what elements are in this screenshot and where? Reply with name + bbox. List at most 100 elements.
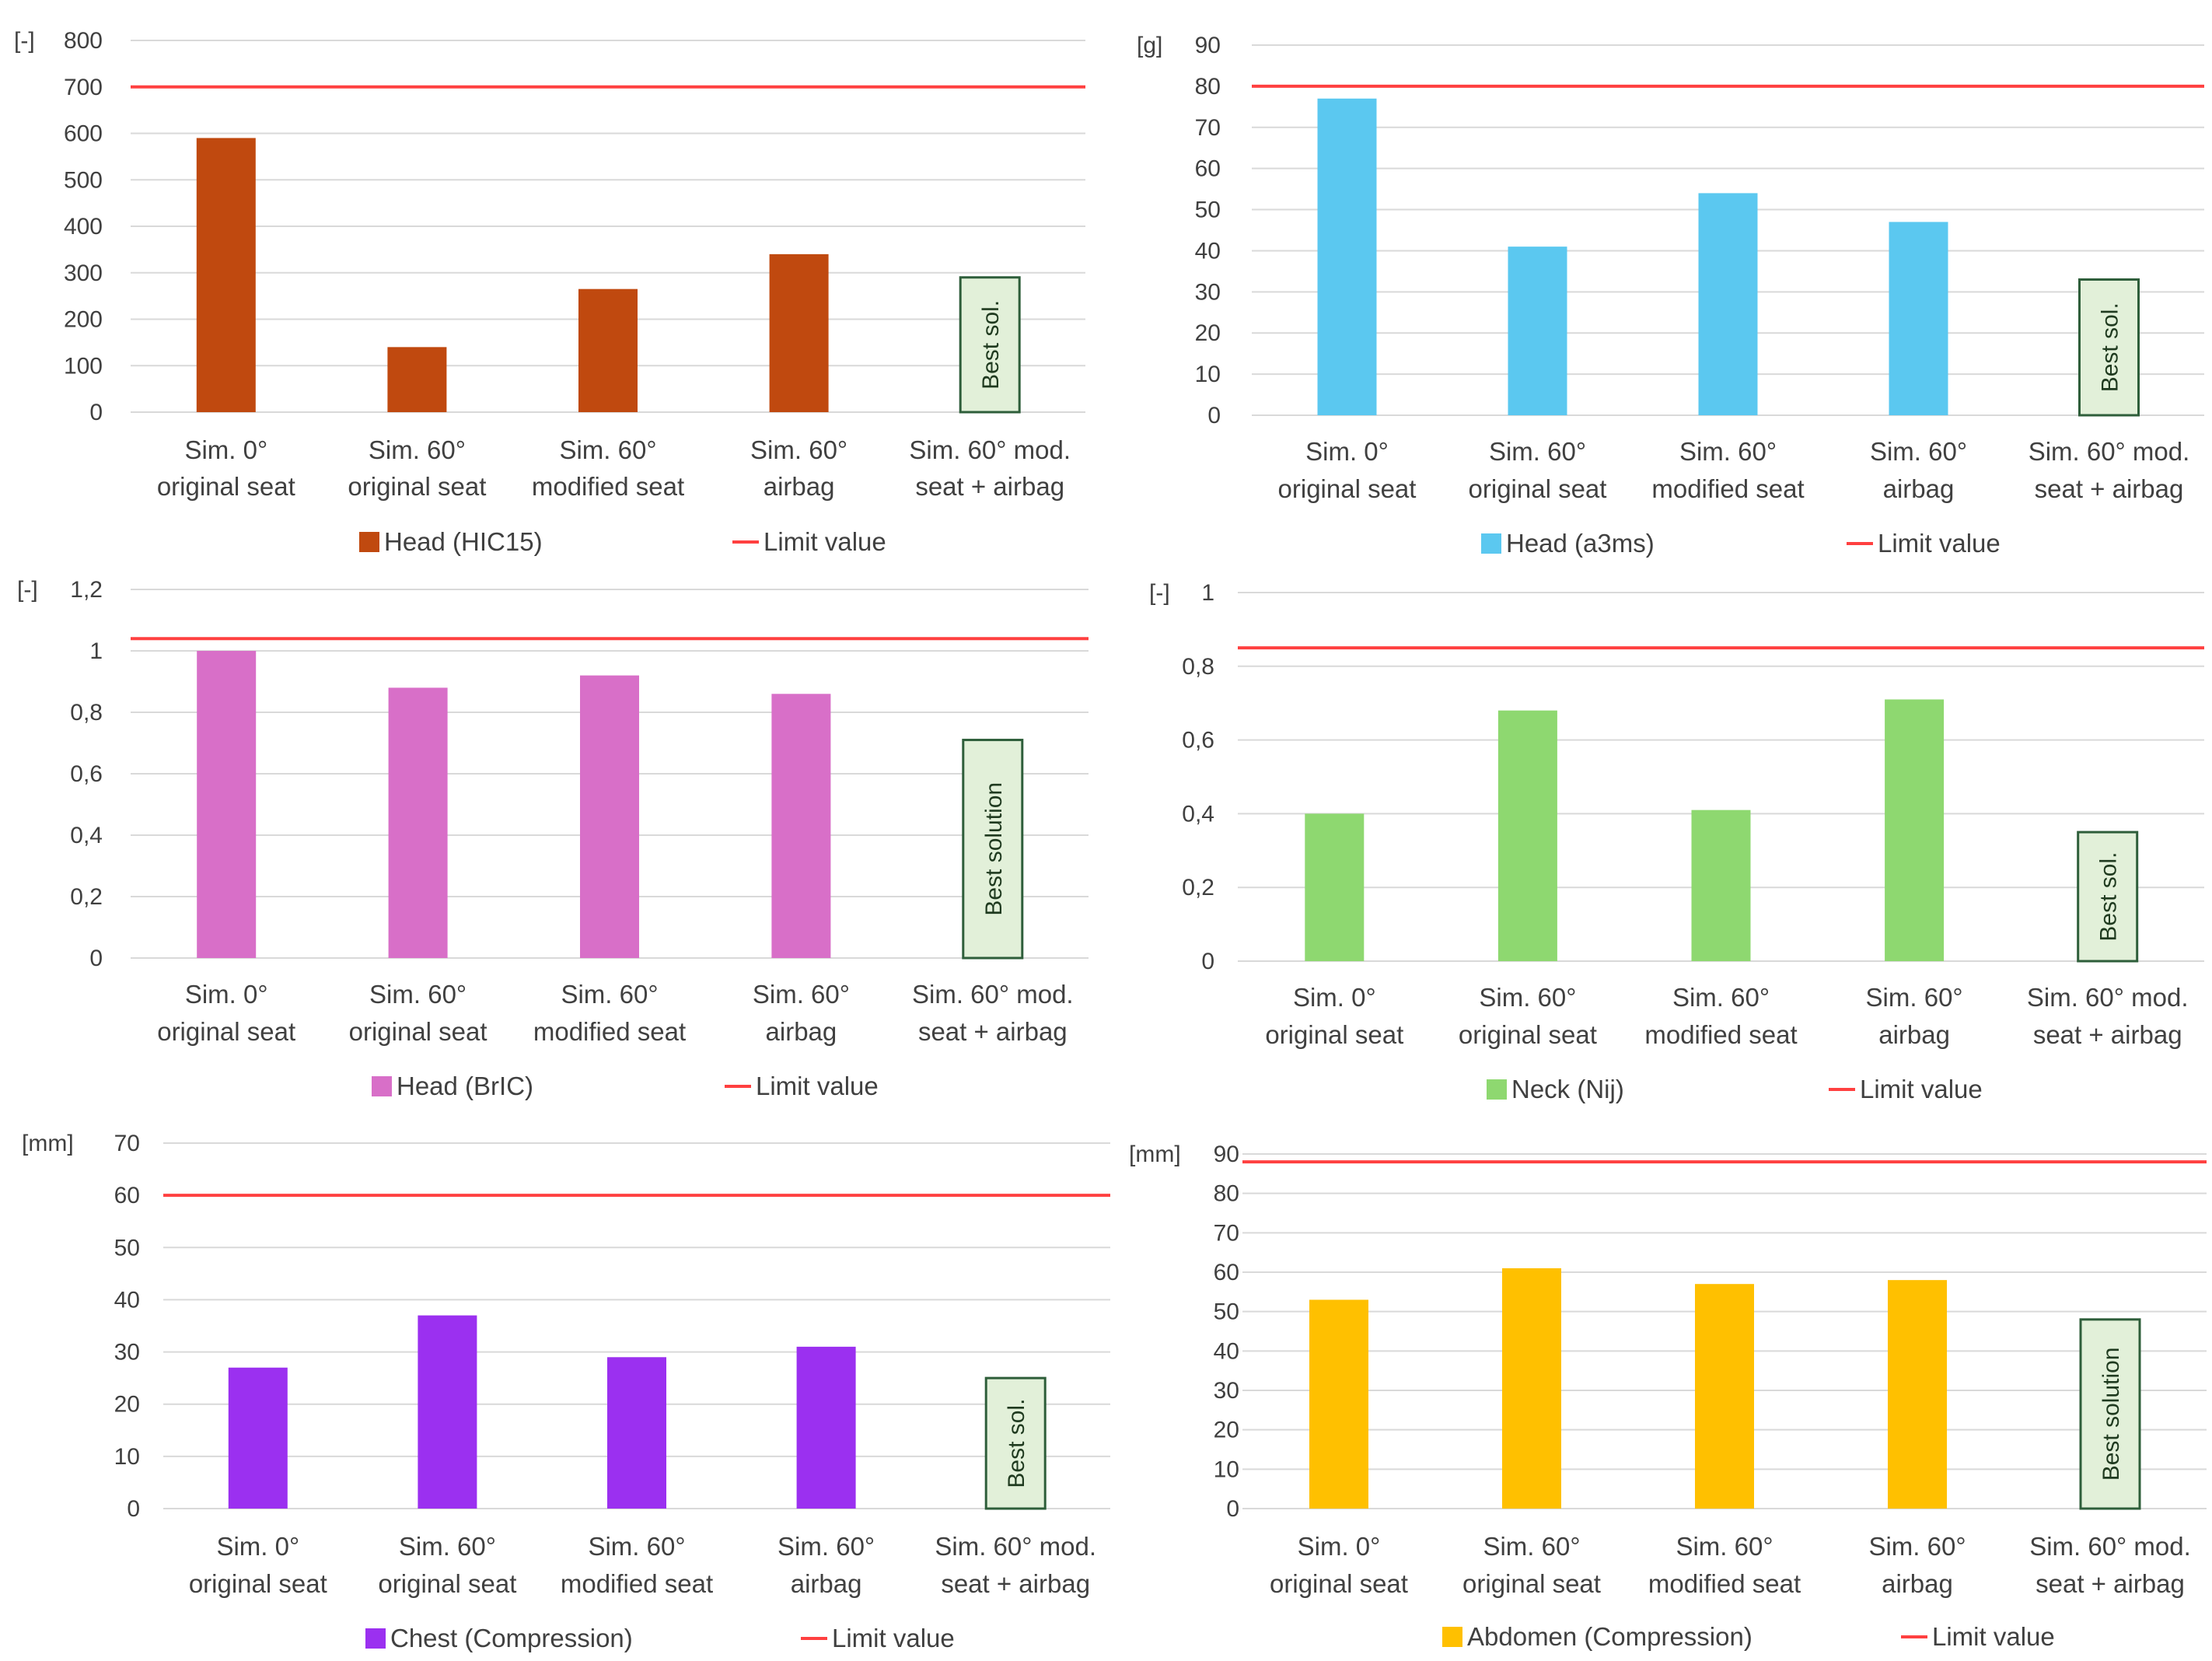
chart-5-y-tick-label: 10 bbox=[114, 1444, 140, 1470]
chart-1-legend-series-swatch bbox=[359, 532, 379, 552]
chart-4-y-tick-label: 0,6 bbox=[1182, 728, 1214, 754]
chart-2-y-tick-label: 90 bbox=[1195, 33, 1221, 58]
chart-5-y-tick-label: 40 bbox=[114, 1287, 140, 1313]
chart-3-bar-3 bbox=[580, 675, 639, 958]
chart-3-y-tick-label: 1,2 bbox=[70, 577, 103, 603]
chart-3-bar-1 bbox=[197, 651, 257, 958]
chart-1-legend-limit-label: Limit value bbox=[764, 527, 886, 556]
chart-1-category-label-line2: seat + airbag bbox=[915, 472, 1064, 501]
chart-2-bar-1 bbox=[1317, 98, 1377, 415]
chart-6-category-label-line1: Sim. 60° bbox=[1868, 1532, 1966, 1561]
chart-2-legend-series-swatch bbox=[1481, 533, 1501, 554]
chart-6-y-tick-label: 50 bbox=[1214, 1299, 1239, 1325]
chart-1-y-tick-label: 700 bbox=[64, 75, 103, 100]
chart-5-category-label-line2: airbag bbox=[791, 1569, 862, 1598]
chart-2-y-tick-label: 0 bbox=[1207, 403, 1221, 428]
chart-4-bar-4 bbox=[1885, 699, 1945, 961]
chart-3-unit-label: [-] bbox=[17, 577, 38, 603]
chart-2-category-label-line2: original seat bbox=[1278, 474, 1417, 503]
chart-4-best-solution-box bbox=[2077, 830, 2139, 963]
chart-4-category-label-line2: seat + airbag bbox=[2033, 1020, 2182, 1049]
chart-5-category-label-line2: original seat bbox=[189, 1569, 327, 1598]
chart-1-category-label-line2: original seat bbox=[348, 472, 486, 501]
chart-2-y-tick-label: 20 bbox=[1195, 320, 1221, 346]
chart-4-category-label-line1: Sim. 60° bbox=[1866, 983, 1963, 1012]
chart-4-y-tick-label: 0 bbox=[1201, 949, 1214, 974]
chart-3-category-label-line1: Sim. 60° bbox=[753, 980, 850, 1009]
chart-4-category-label-line1: Sim. 60° mod. bbox=[2027, 983, 2189, 1012]
chart-1-y-tick-label: 600 bbox=[64, 121, 103, 147]
chart-6-y-tick-label: 40 bbox=[1214, 1338, 1239, 1364]
chart-2-category-label-line1: Sim. 60° bbox=[1489, 437, 1586, 466]
chart-3-bar-2 bbox=[388, 687, 448, 958]
chart-2-best-solution-label: Best sol. bbox=[2098, 302, 2123, 392]
chart-5-bar-3 bbox=[607, 1357, 666, 1509]
chart-3-y-tick-label: 0,2 bbox=[70, 884, 103, 910]
chart-6-bar-4 bbox=[1888, 1280, 1947, 1509]
chart-2-best-solution-box bbox=[2078, 278, 2140, 417]
chart-5-category-label-line1: Sim. 60° mod. bbox=[935, 1532, 1096, 1561]
chart-1-unit-label: [-] bbox=[14, 28, 35, 54]
chart-5-category-label-line1: Sim. 0° bbox=[216, 1532, 299, 1561]
chart-4-legend-series-swatch bbox=[1487, 1079, 1507, 1100]
chart-3-legend-series-swatch bbox=[372, 1076, 392, 1096]
chart-6-legend-limit-label: Limit value bbox=[1932, 1622, 2055, 1651]
chart-5-y-tick-label: 0 bbox=[127, 1496, 140, 1522]
chart-3-y-tick-label: 0,4 bbox=[70, 823, 103, 848]
chart-4-bar-1 bbox=[1305, 813, 1365, 961]
chart-3-category-label-line1: Sim. 60° bbox=[369, 980, 467, 1009]
chart-2-category-label-line1: Sim. 60° mod. bbox=[2029, 437, 2190, 466]
chart-6-legend-series-label: Abdomen (Compression) bbox=[1467, 1622, 1752, 1651]
chart-6-category-label-line1: Sim. 60° mod. bbox=[2029, 1532, 2191, 1561]
chart-5-legend-series-swatch bbox=[365, 1628, 386, 1649]
chart-1-category-label-line2: original seat bbox=[157, 472, 295, 501]
chart-3-category-label-line2: modified seat bbox=[533, 1017, 686, 1046]
chart-4-category-label-line2: original seat bbox=[1265, 1020, 1403, 1049]
chart-1-legend-series-label: Head (HIC15) bbox=[384, 527, 543, 556]
chart-5-bar-2 bbox=[418, 1315, 477, 1509]
chart-1-category-label-line1: Sim. 60° bbox=[369, 435, 466, 464]
chart-5-bar-4 bbox=[796, 1346, 856, 1509]
chart-6-y-tick-label: 60 bbox=[1214, 1260, 1239, 1285]
chart-2-y-tick-label: 60 bbox=[1195, 156, 1221, 182]
chart-5-best-solution-box bbox=[984, 1376, 1047, 1510]
chart-1-y-tick-label: 200 bbox=[64, 307, 103, 333]
chart-3-legend-limit-label: Limit value bbox=[756, 1072, 879, 1100]
chart-2-bar-4 bbox=[1889, 222, 1948, 415]
chart-6-category-label-line1: Sim. 60° bbox=[1483, 1532, 1580, 1561]
chart-5-category-label-line1: Sim. 60° bbox=[778, 1532, 875, 1561]
chart-2-bar-2 bbox=[1508, 247, 1567, 415]
chart-2-y-tick-label: 30 bbox=[1195, 279, 1221, 305]
chart-5-best-solution-label: Best sol. bbox=[1004, 1399, 1029, 1488]
chart-3-y-tick-label: 0 bbox=[89, 946, 103, 971]
chart-5-category-label-line2: seat + airbag bbox=[941, 1569, 1090, 1598]
chart-5-y-tick-label: 50 bbox=[114, 1235, 140, 1261]
chart-6-y-tick-label: 0 bbox=[1226, 1496, 1239, 1522]
chart-3-legend-series-label: Head (BrIC) bbox=[397, 1072, 533, 1100]
chart-5-legend-series-label: Chest (Compression) bbox=[390, 1624, 633, 1652]
chart-6-y-tick-label: 70 bbox=[1214, 1220, 1239, 1246]
chart-1-y-tick-label: 800 bbox=[64, 28, 103, 54]
chart-1-y-tick-label: 100 bbox=[64, 353, 103, 379]
chart-4-category-label-line1: Sim. 60° bbox=[1672, 983, 1770, 1012]
chart-1-best-solution-label: Best sol. bbox=[978, 300, 1004, 390]
chart-6-category-label-line2: airbag bbox=[1882, 1569, 1953, 1598]
chart-5-y-tick-label: 20 bbox=[114, 1392, 140, 1418]
chart-2-y-tick-label: 70 bbox=[1195, 115, 1221, 141]
chart-6-category-label-line1: Sim. 60° bbox=[1676, 1532, 1773, 1561]
chart-4-bar-3 bbox=[1691, 810, 1751, 961]
chart-1-y-tick-label: 300 bbox=[64, 261, 103, 286]
chart-4-category-label-line1: Sim. 0° bbox=[1293, 983, 1376, 1012]
chart-5-category-label-line1: Sim. 60° bbox=[588, 1532, 685, 1561]
chart-5-unit-label: [mm] bbox=[22, 1131, 74, 1156]
chart-1-category-label-line1: Sim. 60° mod. bbox=[909, 435, 1071, 464]
chart-6-bar-3 bbox=[1695, 1284, 1754, 1509]
chart-4-category-label-line2: modified seat bbox=[1644, 1020, 1797, 1049]
chart-2-category-label-line1: Sim. 0° bbox=[1305, 437, 1389, 466]
chart-2-category-label-line2: original seat bbox=[1469, 474, 1607, 503]
chart-4-y-tick-label: 1 bbox=[1201, 580, 1214, 606]
chart-6-y-tick-label: 90 bbox=[1214, 1142, 1239, 1167]
chart-4-y-tick-label: 0,8 bbox=[1182, 654, 1214, 680]
chart-4-bar-2 bbox=[1497, 710, 1557, 961]
